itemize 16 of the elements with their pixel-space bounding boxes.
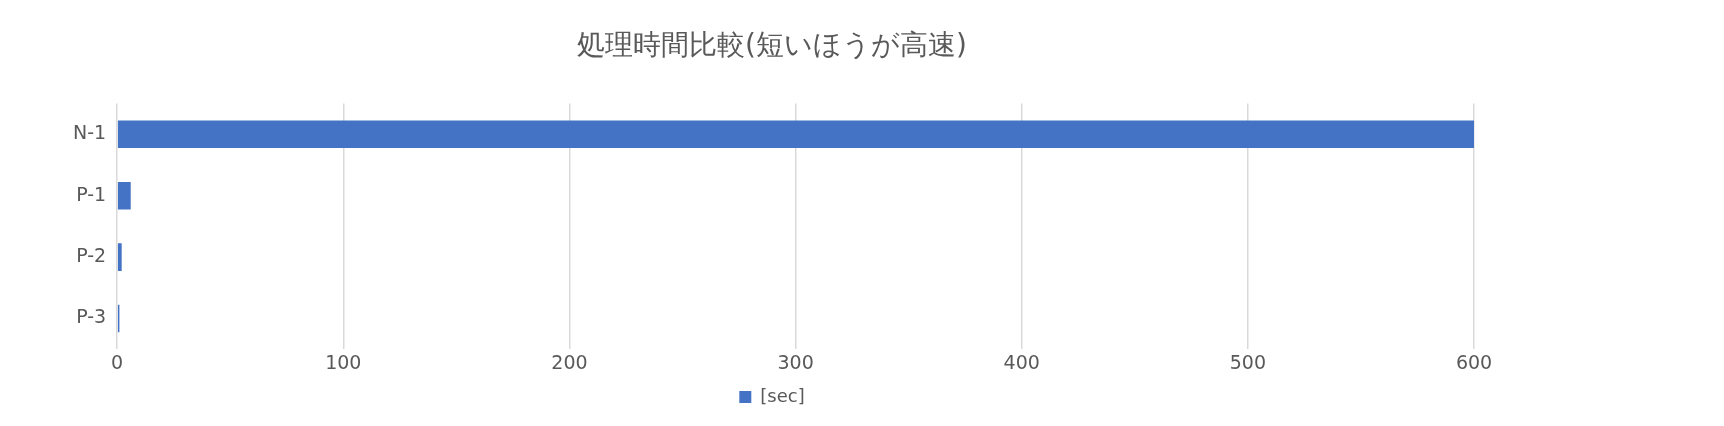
y-tick-label: P-1 [76,182,107,205]
x-tick-label: 400 [1003,350,1040,373]
bar [117,181,131,210]
bar [117,243,122,271]
y-tick-label: P-2 [76,244,107,267]
y-tick-label: N-1 [72,121,107,144]
x-tick-label: 500 [1229,350,1266,373]
x-tick-label: 200 [551,350,588,373]
bar [117,120,1474,149]
legend-label: [sec] [760,384,805,406]
x-tick-label: 600 [1455,350,1493,373]
chart-title: 処理時間比較(短いほうが高速) [577,28,967,62]
x-tick-label: 100 [325,350,362,373]
x-tick-label: 300 [777,350,814,373]
y-tick-label: P-3 [76,305,107,328]
x-tick-label: 0 [111,350,124,373]
